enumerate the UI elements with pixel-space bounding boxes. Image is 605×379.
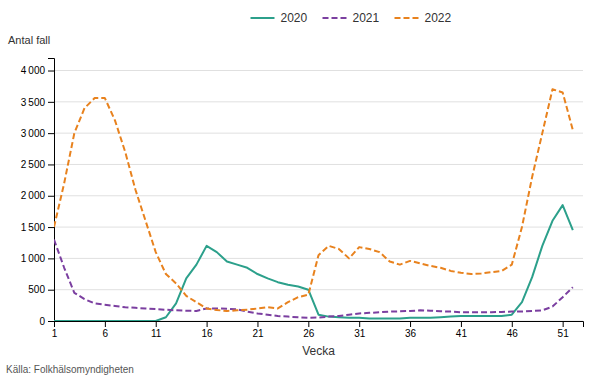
- tick-label: 3 500: [21, 97, 46, 108]
- tick-label: 51: [558, 328, 570, 339]
- grid: [54, 71, 583, 321]
- grid-line: [54, 101, 583, 102]
- y-axis: 0 500 1 000 1 500 2 000 2 500 3 000 3 500 4 000: [21, 59, 55, 327]
- grid-line: [54, 164, 583, 165]
- tick-label: 2 000: [21, 190, 46, 201]
- grid-line: [54, 227, 583, 228]
- tick-mark: [48, 290, 54, 291]
- legend-swatch: [323, 17, 347, 19]
- legend-item: 2021: [323, 11, 380, 25]
- legend-swatch: [251, 17, 275, 19]
- tick-label: 500: [28, 284, 45, 295]
- grid-line: [54, 133, 583, 134]
- tick: 11: [151, 321, 162, 339]
- tick-mark: [257, 321, 258, 327]
- tick-mark: [48, 321, 54, 322]
- tick: 2 000: [21, 190, 54, 201]
- legend-label: 2022: [425, 11, 452, 25]
- plot-area: [54, 89, 573, 321]
- tick: 31: [354, 321, 366, 339]
- tick-label: 31: [354, 328, 366, 339]
- tick-label: 1 500: [21, 222, 46, 233]
- series-line: [54, 240, 573, 318]
- axis-domain: [48, 59, 55, 322]
- tick-label: 6: [103, 328, 109, 339]
- tick: 16: [202, 321, 214, 339]
- source-note: Källa: Folkhälsomyndigheten: [6, 364, 134, 375]
- tick-label: 3 000: [21, 128, 46, 139]
- tick-mark: [410, 321, 411, 327]
- grid-line: [54, 195, 583, 196]
- tick: 0: [39, 316, 54, 327]
- tick-label: 1: [52, 328, 58, 339]
- tick: 21: [252, 321, 264, 339]
- tick: 6: [103, 321, 109, 339]
- chart: 1611162126313641465105001 0001 5002 0002…: [0, 0, 605, 379]
- series-line: [54, 89, 573, 311]
- grid-line: [54, 289, 583, 290]
- legend-label: 2021: [353, 11, 380, 25]
- legend: 2020 2021 2022: [251, 11, 452, 25]
- legend-swatch: [395, 17, 419, 19]
- tick-label: 46: [507, 328, 519, 339]
- tick: 1 000: [21, 253, 54, 264]
- tick-mark: [308, 321, 309, 327]
- tick-mark: [359, 321, 360, 327]
- grid-line: [54, 70, 583, 71]
- tick-label: 26: [303, 328, 315, 339]
- tick: 36: [405, 321, 417, 339]
- axis-domain: [55, 322, 584, 328]
- y-axis-title: Antal fall: [8, 34, 50, 46]
- legend-item: 2022: [395, 11, 452, 25]
- tick-label: 1 000: [21, 253, 46, 264]
- tick-label: 41: [456, 328, 468, 339]
- tick: 46: [507, 321, 519, 339]
- legend-label: 2020: [281, 11, 308, 25]
- tick-label: 11: [151, 328, 162, 339]
- tick: 51: [558, 321, 570, 339]
- series-line: [54, 205, 573, 321]
- tick-label: 16: [202, 328, 214, 339]
- tick: 500: [28, 284, 54, 295]
- tick-mark: [512, 321, 513, 327]
- tick: 1: [52, 321, 58, 339]
- tick-mark: [48, 133, 54, 134]
- legend-item: 2020: [251, 11, 308, 25]
- tick: 3 000: [21, 128, 54, 139]
- tick-mark: [48, 102, 54, 103]
- tick-label: 2 500: [21, 159, 46, 170]
- x-axis-title: Vecka: [302, 344, 335, 358]
- tick-mark: [207, 321, 208, 327]
- tick-mark: [48, 196, 54, 197]
- tick-label: 21: [252, 328, 264, 339]
- tick: 3 500: [21, 97, 54, 108]
- tick-mark: [48, 164, 54, 165]
- tick: 26: [303, 321, 315, 339]
- tick-label: 0: [39, 316, 45, 327]
- tick-mark: [461, 321, 462, 327]
- tick: 2 500: [21, 159, 54, 170]
- tick-label: 4 000: [21, 65, 46, 76]
- tick: 41: [456, 321, 468, 339]
- tick: 4 000: [21, 65, 54, 76]
- tick-mark: [156, 321, 157, 327]
- tick-mark: [48, 227, 54, 228]
- tick-mark: [105, 321, 106, 327]
- x-axis: 16111621263136414651: [52, 321, 584, 339]
- tick: 1 500: [21, 222, 54, 233]
- tick-mark: [48, 258, 54, 259]
- tick-mark: [48, 71, 54, 72]
- tick-label: 36: [405, 328, 417, 339]
- tick-mark: [563, 321, 564, 327]
